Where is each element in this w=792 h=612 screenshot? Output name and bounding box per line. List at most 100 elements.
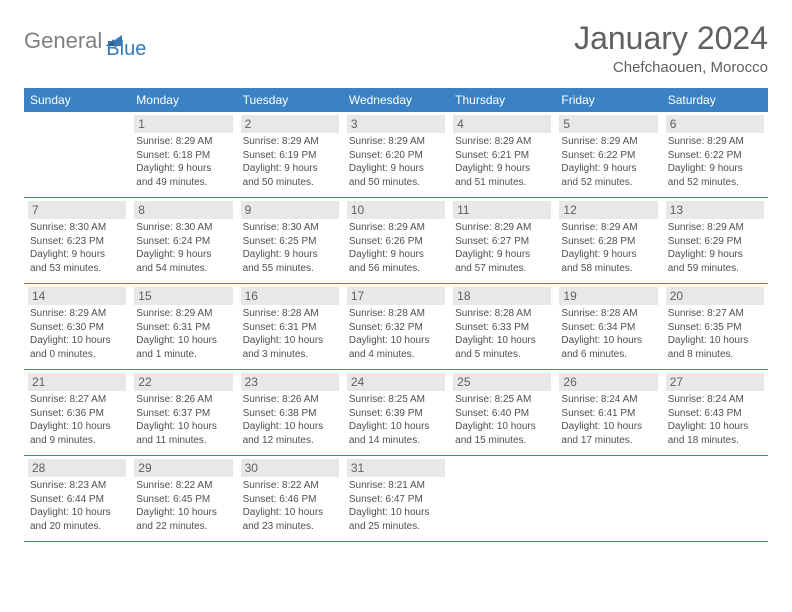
day-cell: 27Sunrise: 8:24 AMSunset: 6:43 PMDayligh… (662, 370, 768, 455)
day-info: Sunrise: 8:22 AMSunset: 6:45 PMDaylight:… (134, 479, 232, 533)
day-number: 1 (134, 115, 232, 133)
sunrise-text: Sunrise: 8:25 AM (455, 393, 549, 407)
sunrise-text: Sunrise: 8:30 AM (243, 221, 337, 235)
day-info: Sunrise: 8:28 AMSunset: 6:32 PMDaylight:… (347, 307, 445, 361)
day-cell: 23 Sunrise: 8:26 AMSunset: 6:38 PMDayligh… (237, 370, 343, 455)
sunrise-text: Sunrise: 8:23 AM (30, 479, 124, 493)
day-info: Sunrise: 8:29 AMSunset: 6:19 PMDaylight:… (241, 135, 339, 189)
daylight-text: Daylight: 9 hours and 51 minutes. (455, 162, 549, 189)
sunrise-text: Sunrise: 8:29 AM (30, 307, 124, 321)
day-header-wednesday: Wednesday (343, 88, 449, 112)
day-cell: 24Sunrise: 8:25 AMSunset: 6:39 PMDayligh… (343, 370, 449, 455)
sunset-text: Sunset: 6:32 PM (349, 321, 443, 335)
day-number: 16 (241, 287, 339, 305)
sunset-text: Sunset: 6:34 PM (561, 321, 655, 335)
day-header-saturday: Saturday (662, 88, 768, 112)
day-info: Sunrise: 8:28 AMSunset: 6:31 PMDaylight:… (241, 307, 339, 361)
empty-day-cell (662, 456, 768, 541)
day-info: Sunrise: 8:28 AMSunset: 6:34 PMDaylight:… (559, 307, 657, 361)
day-info: Sunrise: 8:26 AMSunset: 6:38 PMDaylight:… (241, 393, 339, 447)
day-cell: 28Sunrise: 8:23 AMSunset: 6:44 PMDayligh… (24, 456, 130, 541)
sunset-text: Sunset: 6:23 PM (30, 235, 124, 249)
calendar-body: 1 Sunrise: 8:29 AMSunset: 6:18 PMDaylight… (24, 112, 768, 542)
day-info: Sunrise: 8:26 AMSunset: 6:37 PMDaylight:… (134, 393, 232, 447)
day-cell: 21Sunrise: 8:27 AMSunset: 6:36 PMDayligh… (24, 370, 130, 455)
day-cell: 11Sunrise: 8:29 AMSunset: 6:27 PMDayligh… (449, 198, 555, 283)
day-number: 18 (453, 287, 551, 305)
day-cell: 25 Sunrise: 8:25 AMSunset: 6:40 PMDayligh… (449, 370, 555, 455)
sunrise-text: Sunrise: 8:22 AM (243, 479, 337, 493)
day-info: Sunrise: 8:24 AMSunset: 6:41 PMDaylight:… (559, 393, 657, 447)
day-info: Sunrise: 8:29 AMSunset: 6:22 PMDaylight:… (666, 135, 764, 189)
sunset-text: Sunset: 6:40 PM (455, 407, 549, 421)
sunset-text: Sunset: 6:39 PM (349, 407, 443, 421)
day-info: Sunrise: 8:29 AMSunset: 6:31 PMDaylight:… (134, 307, 232, 361)
sunset-text: Sunset: 6:36 PM (30, 407, 124, 421)
day-cell: 20Sunrise: 8:27 AMSunset: 6:35 PMDayligh… (662, 284, 768, 369)
daylight-text: Daylight: 9 hours and 54 minutes. (136, 248, 230, 275)
day-info: Sunrise: 8:29 AMSunset: 6:29 PMDaylight:… (666, 221, 764, 275)
sunrise-text: Sunrise: 8:28 AM (455, 307, 549, 321)
day-cell: 8Sunrise: 8:30 AMSunset: 6:24 PMDaylight… (130, 198, 236, 283)
header: General Blue January 2024 Chefchaouen, M… (24, 20, 768, 76)
week-row: 7Sunrise: 8:30 AMSunset: 6:23 PMDaylight… (24, 198, 768, 284)
daylight-text: Daylight: 9 hours and 58 minutes. (561, 248, 655, 275)
day-number: 23 (241, 373, 339, 391)
day-cell: 30Sunrise: 8:22 AMSunset: 6:46 PMDayligh… (237, 456, 343, 541)
daylight-text: Daylight: 10 hours and 15 minutes. (455, 420, 549, 447)
sunrise-text: Sunrise: 8:24 AM (668, 393, 762, 407)
sunset-text: Sunset: 6:30 PM (30, 321, 124, 335)
day-info: Sunrise: 8:29 AMSunset: 6:18 PMDaylight:… (134, 135, 232, 189)
sunrise-text: Sunrise: 8:28 AM (349, 307, 443, 321)
day-header-row: SundayMondayTuesdayWednesdayThursdayFrid… (24, 88, 768, 112)
daylight-text: Daylight: 9 hours and 57 minutes. (455, 248, 549, 275)
sunset-text: Sunset: 6:38 PM (243, 407, 337, 421)
daylight-text: Daylight: 9 hours and 55 minutes. (243, 248, 337, 275)
day-number: 31 (347, 459, 445, 477)
day-number: 25 (453, 373, 551, 391)
sunrise-text: Sunrise: 8:29 AM (243, 135, 337, 149)
day-number: 30 (241, 459, 339, 477)
daylight-text: Daylight: 10 hours and 5 minutes. (455, 334, 549, 361)
sunset-text: Sunset: 6:33 PM (455, 321, 549, 335)
empty-day-cell (555, 456, 661, 541)
day-number: 17 (347, 287, 445, 305)
day-cell: 17 Sunrise: 8:28 AMSunset: 6:32 PMDayligh… (343, 284, 449, 369)
day-number: 22 (134, 373, 232, 391)
day-number: 5 (559, 115, 657, 133)
day-cell: 16 Sunrise: 8:28 AMSunset: 6:31 PMDayligh… (237, 284, 343, 369)
sunrise-text: Sunrise: 8:26 AM (136, 393, 230, 407)
day-info: Sunrise: 8:29 AMSunset: 6:22 PMDaylight:… (559, 135, 657, 189)
day-cell: 4Sunrise: 8:29 AMSunset: 6:21 PMDaylight… (449, 112, 555, 197)
daylight-text: Daylight: 10 hours and 6 minutes. (561, 334, 655, 361)
day-info: Sunrise: 8:29 AMSunset: 6:21 PMDaylight:… (453, 135, 551, 189)
day-number: 29 (134, 459, 232, 477)
sunrise-text: Sunrise: 8:28 AM (243, 307, 337, 321)
sunrise-text: Sunrise: 8:21 AM (349, 479, 443, 493)
sunrise-text: Sunrise: 8:29 AM (561, 221, 655, 235)
sunset-text: Sunset: 6:43 PM (668, 407, 762, 421)
day-header-tuesday: Tuesday (237, 88, 343, 112)
day-info: Sunrise: 8:29 AMSunset: 6:26 PMDaylight:… (347, 221, 445, 275)
daylight-text: Daylight: 10 hours and 17 minutes. (561, 420, 655, 447)
sunrise-text: Sunrise: 8:29 AM (136, 135, 230, 149)
daylight-text: Daylight: 10 hours and 9 minutes. (30, 420, 124, 447)
logo-text-blue: Blue (106, 38, 146, 61)
day-number: 6 (666, 115, 764, 133)
day-cell: 15Sunrise: 8:29 AMSunset: 6:31 PMDayligh… (130, 284, 236, 369)
day-cell: 14Sunrise: 8:29 AMSunset: 6:30 PMDayligh… (24, 284, 130, 369)
week-row: 21Sunrise: 8:27 AMSunset: 6:36 PMDayligh… (24, 370, 768, 456)
daylight-text: Daylight: 9 hours and 50 minutes. (243, 162, 337, 189)
title-block: January 2024 Chefchaouen, Morocco (574, 20, 768, 76)
sunrise-text: Sunrise: 8:30 AM (30, 221, 124, 235)
empty-day-cell (449, 456, 555, 541)
sunrise-text: Sunrise: 8:24 AM (561, 393, 655, 407)
day-info: Sunrise: 8:28 AMSunset: 6:33 PMDaylight:… (453, 307, 551, 361)
day-number: 24 (347, 373, 445, 391)
daylight-text: Daylight: 10 hours and 11 minutes. (136, 420, 230, 447)
sunrise-text: Sunrise: 8:29 AM (455, 135, 549, 149)
sunrise-text: Sunrise: 8:29 AM (561, 135, 655, 149)
month-title: January 2024 (574, 20, 768, 57)
sunrise-text: Sunrise: 8:29 AM (668, 221, 762, 235)
daylight-text: Daylight: 10 hours and 8 minutes. (668, 334, 762, 361)
